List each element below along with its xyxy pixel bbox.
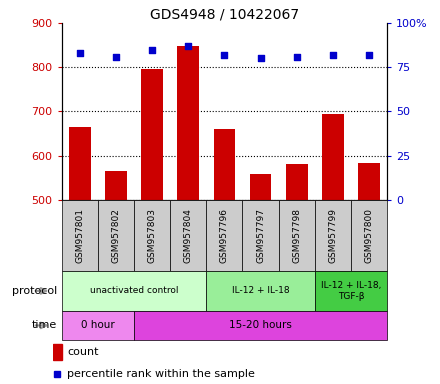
Text: GSM957804: GSM957804 [184,208,193,263]
Bar [177,46,199,384]
Text: IL-12 + IL-18: IL-12 + IL-18 [232,286,290,295]
Point [221,52,228,58]
Bar [62,200,98,271]
Point [185,43,192,49]
Bar [315,271,387,311]
Bar [213,129,235,384]
Point [330,52,337,58]
Bar [315,200,351,271]
Text: GSM957796: GSM957796 [220,208,229,263]
Title: GDS4948 / 10422067: GDS4948 / 10422067 [150,8,299,22]
Bar [286,164,308,384]
Text: GSM957797: GSM957797 [256,208,265,263]
Point [76,50,83,56]
Text: IL-12 + IL-18,
TGF-β: IL-12 + IL-18, TGF-β [321,281,381,301]
Text: GSM957802: GSM957802 [111,208,121,263]
Bar [206,200,242,271]
Text: time: time [32,320,57,331]
Bar [206,271,315,311]
Point [149,46,156,53]
Bar [358,163,380,384]
Text: unactivated control: unactivated control [90,286,178,295]
Point [112,53,119,60]
Point [366,52,373,58]
Text: protocol: protocol [12,286,57,296]
Bar [105,171,127,384]
Text: 0 hour: 0 hour [81,320,115,331]
Text: GSM957800: GSM957800 [365,208,374,263]
Bar [250,174,271,384]
Bar [98,200,134,271]
Text: percentile rank within the sample: percentile rank within the sample [67,369,255,379]
Bar [62,271,206,311]
Bar [134,311,387,340]
Bar [53,344,62,360]
Text: count: count [67,347,99,357]
Bar [351,200,387,271]
Bar [62,311,134,340]
Point [293,53,300,60]
Bar [279,200,315,271]
Text: 15-20 hours: 15-20 hours [229,320,292,331]
Bar [141,70,163,384]
Bar [134,200,170,271]
Text: GSM957798: GSM957798 [292,208,301,263]
Bar [69,127,91,384]
Bar [242,200,279,271]
Text: GSM957799: GSM957799 [328,208,337,263]
Bar [322,114,344,384]
Text: GSM957801: GSM957801 [75,208,84,263]
Text: GSM957803: GSM957803 [147,208,157,263]
Bar [170,200,206,271]
Point [257,55,264,61]
